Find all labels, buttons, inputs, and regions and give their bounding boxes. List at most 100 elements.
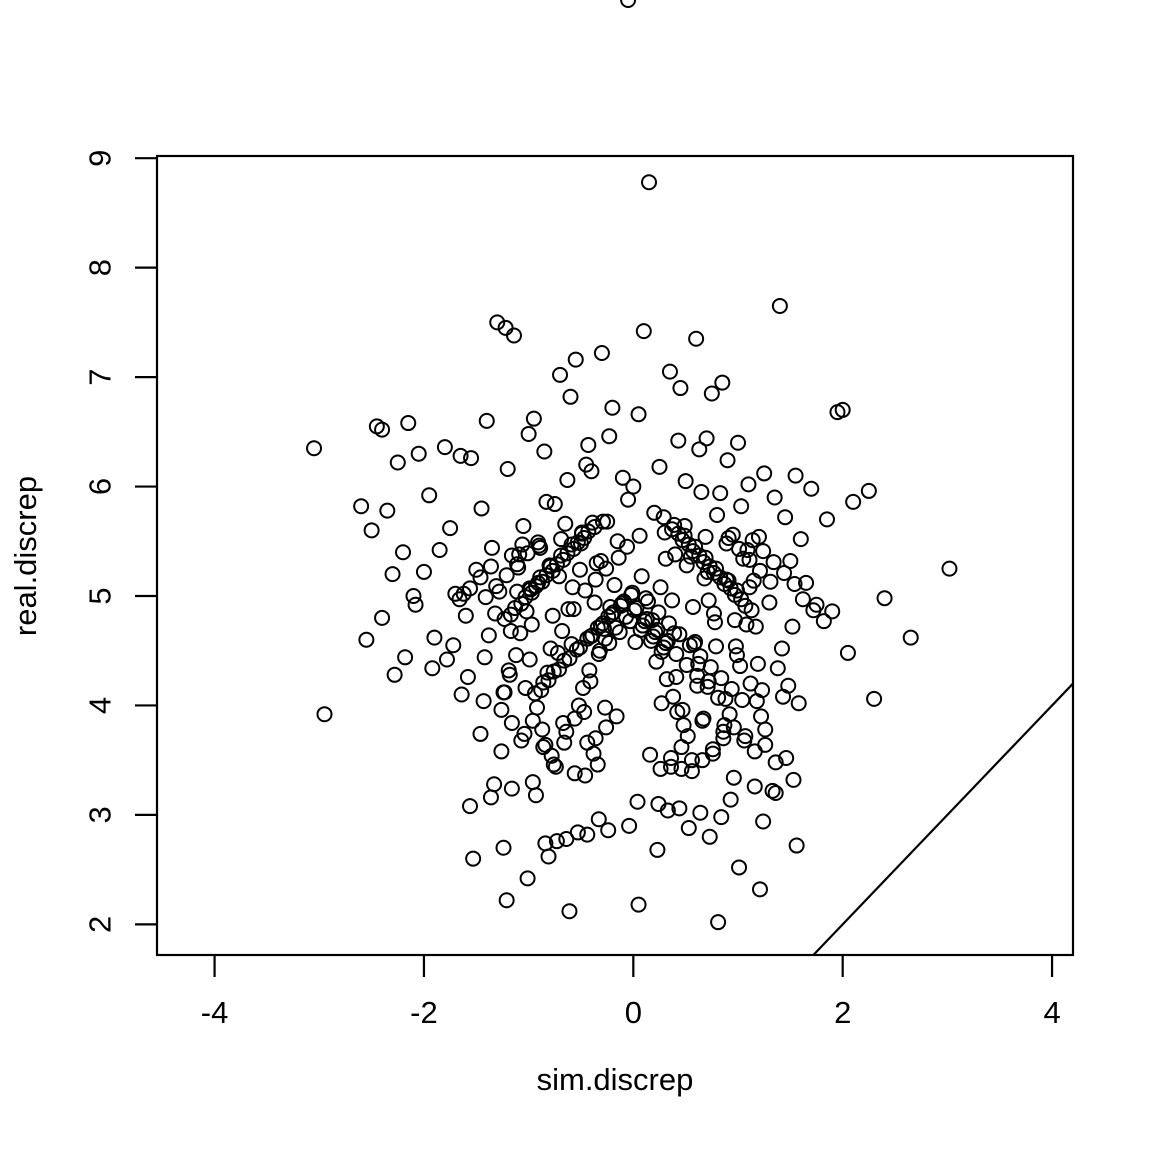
scatter-point [523, 616, 540, 633]
scatter-point [480, 627, 497, 644]
scatter-point [555, 714, 572, 731]
scatter-point [704, 741, 721, 758]
scatter-point [756, 465, 773, 482]
scatter-point [674, 701, 691, 718]
scatter-point [731, 859, 748, 876]
scatter-point [560, 601, 577, 618]
scatter-point [631, 527, 648, 544]
scatter-point [794, 591, 811, 608]
y-axis-tick-labels: 2 3 4 5 6 7 8 9 [83, 150, 118, 933]
scatter-point [722, 791, 739, 808]
scatter-point [706, 614, 723, 631]
scatter-point [719, 452, 736, 469]
scatter-point [503, 547, 520, 564]
scatter-point [642, 746, 659, 763]
scatter-point [684, 598, 701, 615]
scatter-point [655, 639, 672, 656]
scatter-point [667, 546, 684, 563]
scatter-point [442, 520, 459, 537]
scatter-point [727, 638, 744, 655]
scatter-point [594, 513, 611, 530]
scatter-point [584, 627, 601, 644]
scatter-point [574, 524, 591, 541]
scatter-point [508, 647, 525, 664]
scatter-point [459, 668, 476, 685]
scatter-point [529, 699, 546, 716]
scatter-point [585, 745, 602, 762]
scatter-point [687, 538, 704, 555]
scatter-point [740, 476, 757, 493]
scatter-point [757, 721, 774, 738]
scatter-point [704, 745, 721, 762]
scatter-point [384, 566, 401, 583]
scatter-point [452, 447, 469, 464]
scatter-point [786, 575, 803, 592]
scatter-point [468, 561, 485, 578]
scatter-points [306, 0, 958, 931]
scatter-point [668, 668, 685, 685]
scatter-point [519, 870, 536, 887]
scatter-point [498, 892, 515, 909]
scatter-point [620, 0, 637, 8]
scatter-point [692, 804, 709, 821]
y-tick-label: 6 [83, 478, 118, 495]
scatter-point [500, 662, 517, 679]
scatter-point [503, 714, 520, 731]
scatter-point [561, 650, 578, 667]
scatter-point [571, 639, 588, 656]
scatter-point [693, 484, 710, 501]
y-axis-ticks [135, 157, 157, 926]
scatter-point [580, 436, 597, 453]
scatter-point [712, 485, 729, 502]
scatter-point [547, 758, 564, 775]
scatter-point [559, 471, 576, 488]
scatter-point [511, 546, 528, 563]
scatter-point [576, 704, 593, 721]
scatter-point [699, 563, 716, 580]
scatter-point [424, 660, 441, 677]
scatter-point [754, 682, 771, 699]
scatter-point [542, 640, 559, 657]
scatter-point [766, 489, 783, 506]
scatter-point [659, 802, 676, 819]
x-tick-label: 4 [1043, 995, 1060, 1030]
scatter-point [744, 532, 761, 549]
scatter-point [557, 515, 574, 532]
scatter-point [509, 556, 526, 573]
scatter-point [586, 594, 603, 611]
scatter-point [676, 527, 693, 544]
scatter-point [502, 606, 519, 623]
scatter-point [579, 826, 596, 843]
scatter-point [498, 567, 515, 584]
scatter-point [737, 728, 754, 745]
scatter-point [710, 914, 727, 931]
scatter-point [543, 747, 560, 764]
scatter-point [550, 661, 567, 678]
scatter-point [410, 445, 427, 462]
scatter-point [374, 609, 391, 626]
scatter-point [829, 404, 846, 421]
scatter-point [785, 771, 802, 788]
scatter-point [620, 491, 637, 508]
scatter-point [536, 443, 553, 460]
scatter-point [673, 739, 690, 756]
scatter-point [590, 811, 607, 828]
scatter-point [445, 637, 462, 654]
scatter-point [941, 560, 958, 577]
scatter-point [726, 612, 743, 629]
scatter-point [514, 536, 531, 553]
scatter-point [784, 618, 801, 635]
scatter-point [845, 493, 862, 510]
y-tick-label: 3 [83, 806, 118, 823]
scatter-point [581, 662, 598, 679]
scatter-point [790, 695, 807, 712]
scatter-point [725, 769, 742, 786]
scatter-point [676, 517, 693, 534]
scatter-point [663, 749, 680, 766]
scatter-point [671, 800, 688, 817]
scatter-point [658, 671, 675, 688]
scatter-point [634, 617, 651, 634]
scatter-point [699, 678, 716, 695]
scatter-point [475, 693, 492, 710]
